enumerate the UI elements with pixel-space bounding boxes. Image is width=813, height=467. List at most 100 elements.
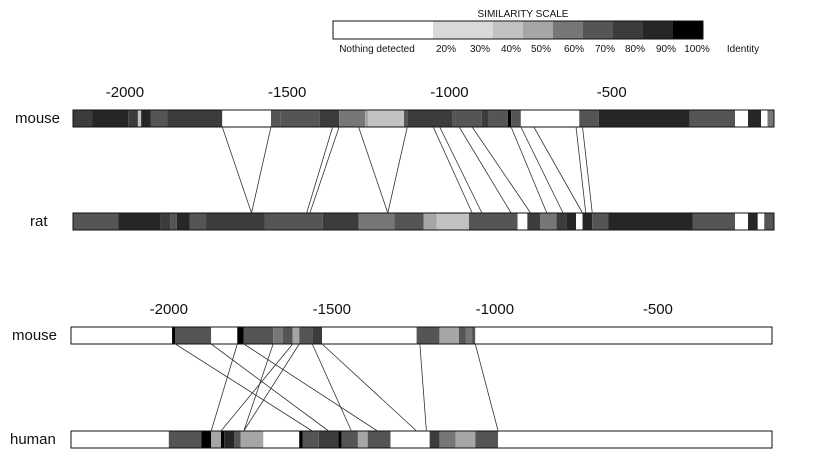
alignment-link: [358, 126, 389, 214]
scale-label: 50%: [531, 44, 551, 55]
similarity-segment: [211, 431, 221, 448]
similarity-segment: [527, 213, 541, 230]
similarity-segment: [517, 213, 528, 230]
panel-mouse-vs-human: -2000 -1500 -1000 -500 mouse human: [10, 301, 773, 449]
similarity-segment: [429, 431, 440, 448]
similarity-segment: [264, 213, 323, 230]
similarity-segment: [322, 327, 417, 344]
scale-label: 40%: [501, 44, 521, 55]
alignment-link: [251, 126, 272, 214]
alignment-link: [220, 343, 294, 432]
similarity-segment: [757, 213, 765, 230]
similarity-segment: [566, 213, 577, 230]
similarity-segment: [167, 110, 223, 127]
alignment-link: [311, 343, 352, 432]
similarity-segment: [341, 431, 358, 448]
similarity-segment: [220, 431, 225, 448]
scale-label: Identity: [727, 44, 759, 55]
similarity-segment: [455, 431, 476, 448]
alignment-link: [306, 126, 334, 214]
track-label-mouse: mouse: [15, 110, 60, 127]
similarity-segment: [234, 431, 241, 448]
scale-label: 60%: [564, 44, 584, 55]
similarity-segment: [767, 110, 774, 127]
similarity-segment: [511, 110, 521, 127]
similarity-segment: [368, 110, 405, 127]
scale-label: 80%: [625, 44, 645, 55]
similarity-segment: [608, 213, 693, 230]
scale-label: 90%: [656, 44, 676, 55]
similarity-segment: [556, 213, 567, 230]
similarity-segment: [312, 327, 323, 344]
similarity-segment: [735, 213, 749, 230]
axis-tick-label: -500: [643, 301, 673, 318]
similarity-segment: [211, 327, 238, 344]
track-outline: [72, 212, 775, 231]
axis-tick-label: -1000: [430, 84, 468, 101]
similarity-segment: [73, 213, 119, 230]
similarity-segment: [339, 110, 366, 127]
similarity-segment: [299, 327, 313, 344]
alignment-link: [432, 126, 473, 214]
similarity-segment: [224, 431, 235, 448]
similarity-segment: [475, 431, 499, 448]
alignment-link: [520, 126, 564, 214]
similarity-segment: [137, 110, 142, 127]
track-label-mouse: mouse: [12, 327, 57, 344]
similarity-segment: [322, 213, 359, 230]
similarity-segment: [582, 213, 593, 230]
similarity-segment: [367, 431, 391, 448]
similarity-segment: [498, 431, 772, 448]
similarity-scale-title: SIMILARITY SCALE: [478, 9, 569, 20]
similarity-segment: [423, 213, 437, 230]
alignment-link: [582, 126, 593, 214]
alignment-link: [474, 343, 499, 432]
scale-swatch: [673, 21, 703, 39]
similarity-segment: [270, 110, 281, 127]
track-mouse: [72, 109, 775, 128]
alignment-link: [419, 343, 427, 432]
similarity-segment: [176, 213, 190, 230]
similarity-scale: SIMILARITY SCALE Nothing detected 20% 30% 4…: [332, 9, 759, 55]
similarity-segment: [468, 213, 518, 230]
scale-swatch: [433, 21, 493, 39]
similarity-segment: [319, 110, 340, 127]
similarity-segment: [436, 213, 469, 230]
similarity-segment: [439, 431, 456, 448]
panel-mouse-vs-rat: -2000 -1500 -1000 -500 mouse rat: [15, 84, 775, 231]
similarity-segment: [452, 110, 456, 127]
scale-swatch: [333, 21, 433, 39]
scale-label: Nothing detected: [339, 44, 415, 55]
similarity-segment: [439, 327, 459, 344]
similarity-segment: [394, 213, 424, 230]
alignment-link: [575, 126, 587, 214]
scale-label: 30%: [470, 44, 490, 55]
similarity-segment: [168, 431, 202, 448]
similarity-segment: [598, 110, 690, 127]
similarity-segment: [280, 110, 320, 127]
track-outline: [72, 109, 775, 128]
similarity-segment: [465, 327, 473, 344]
similarity-segment: [689, 110, 736, 127]
similarity-segment: [240, 431, 264, 448]
similarity-segment: [735, 110, 749, 127]
similarity-segment: [507, 110, 512, 127]
alignment-link: [243, 343, 378, 432]
similarity-segment: [576, 213, 583, 230]
scale-swatch: [643, 21, 673, 39]
alignment-link: [387, 126, 408, 214]
scale-label: 70%: [595, 44, 615, 55]
similarity-segment: [475, 327, 772, 344]
similarity-segment: [472, 327, 476, 344]
scale-frame: [332, 20, 704, 40]
alignment-link: [309, 126, 340, 214]
alignment-link: [510, 126, 548, 214]
axis-tick-label: -1500: [268, 84, 306, 101]
similarity-segment: [488, 110, 508, 127]
similarity-segment: [71, 327, 173, 344]
scale-swatch: [523, 21, 553, 39]
similarity-segment: [318, 431, 339, 448]
similarity-segment: [273, 327, 283, 344]
similarity-segment: [189, 213, 207, 230]
